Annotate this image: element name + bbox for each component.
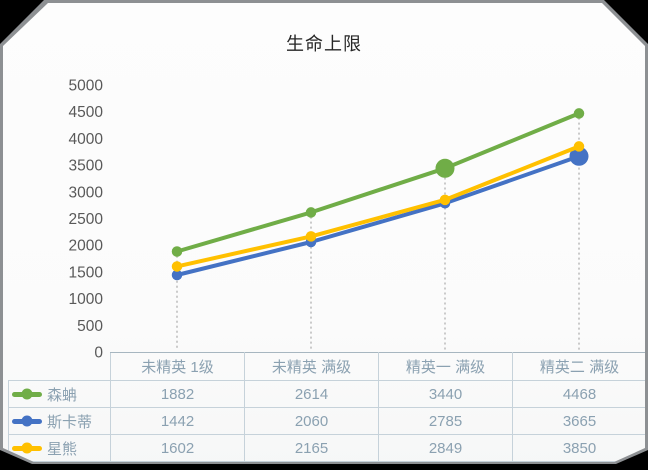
category-header: 未精英 满级 [244,352,379,381]
y-axis-tick-label: 3000 [69,184,104,201]
data-point-marker [305,231,317,242]
category-header: 精英二 满级 [512,352,645,381]
table-row: 森蚺 1882 2614 3440 4468 [8,380,645,408]
y-axis-tick-label: 3500 [69,158,104,175]
y-axis-tick-label: 4000 [69,131,104,148]
y-axis-tick-label: 4500 [69,104,104,121]
value-cell: 2785 [378,407,513,435]
value-cell: 1602 [110,434,245,462]
y-axis-tick-label: 500 [77,318,103,335]
category-header: 未精英 1级 [110,352,245,381]
data-point-marker [171,246,183,257]
value-cell: 1442 [110,407,245,435]
value-cell: 2614 [244,380,379,408]
value-cell: 3665 [512,407,645,435]
legend-key-marker [21,415,33,427]
legend-label: 森蚺 [47,386,78,404]
series-line [175,111,581,254]
data-point-marker [573,141,585,152]
legend-key-marker [21,388,33,400]
data-point-marker [573,108,585,119]
table-corner-cell [9,353,111,381]
legend-label: 斯卡蒂 [47,413,93,431]
y-axis-tick-label: 0 [94,345,103,362]
y-axis-tick-label: 2500 [69,211,104,228]
data-point-marker [171,269,183,281]
value-cell: 2060 [244,407,379,435]
y-axis-tick-label: 2000 [69,238,104,255]
data-point-marker-large [569,146,589,166]
data-table: 未精英 1级 未精英 满级 精英一 满级 精英二 满级森蚺 1882 2614 3440 44… [8,352,645,462]
category-header: 精英一 满级 [378,352,513,381]
chart-title: 生命上限 [286,34,362,54]
data-point-marker-large [435,158,455,178]
legend-key-marker [21,442,33,454]
y-axis-tick-label: 5000 [69,78,104,95]
data-point-marker [439,194,451,206]
legend-cell: 星熊 [8,434,111,462]
legend-cell: 森蚺 [8,380,111,408]
legend-key-line [12,388,42,400]
table-row: 星熊 1602 2165 2849 3850 [8,434,645,462]
legend-cell: 斯卡蒂 [8,407,111,435]
legend-key-line [12,415,42,427]
value-cell: 3440 [378,380,513,408]
data-point-marker [171,261,183,272]
value-cell: 2849 [378,434,513,462]
table-row: 斯卡蒂 1442 2060 2785 3665 [8,407,645,435]
data-point-marker [305,207,317,218]
y-axis-tick-label: 1500 [69,264,104,281]
series-line [175,154,581,277]
value-cell: 4468 [512,380,645,408]
series-line [175,144,581,269]
legend-key-line [12,442,42,454]
value-cell: 2165 [244,434,379,462]
value-cell: 3850 [512,434,645,462]
y-axis-tick-label: 1000 [69,291,104,308]
legend-label: 星熊 [47,440,78,458]
value-cell: 1882 [110,380,245,408]
